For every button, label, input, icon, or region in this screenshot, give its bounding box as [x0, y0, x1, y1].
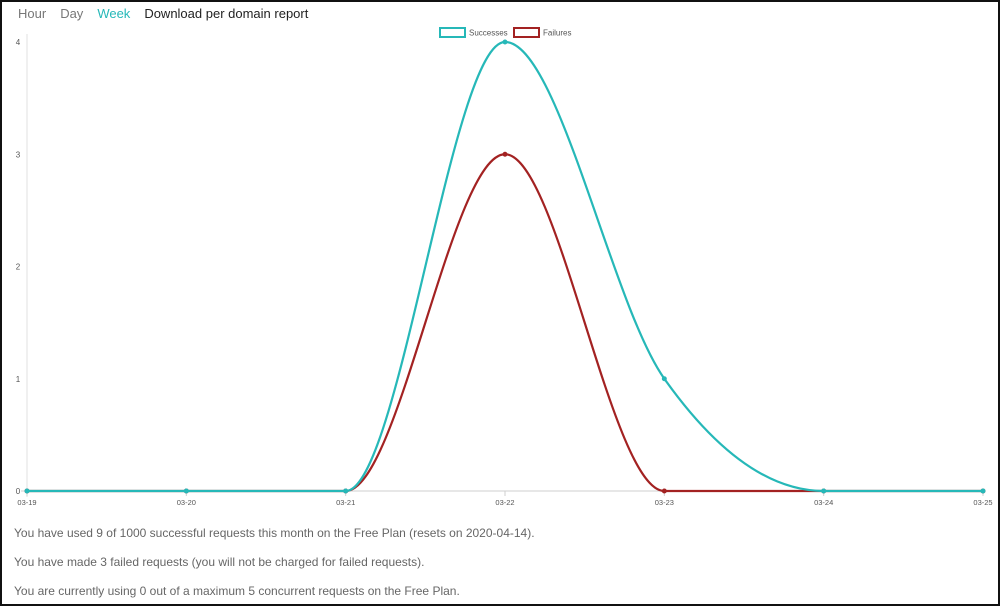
- x-tick-label: 03-23: [655, 498, 674, 507]
- x-tick-label: 03-24: [814, 498, 833, 507]
- x-tick-label: 03-25: [973, 498, 992, 507]
- successful-requests-info: You have used 9 of 1000 successful reque…: [14, 526, 535, 540]
- legend-label-successes: Successes: [469, 29, 508, 38]
- x-tick-label: 03-22: [495, 498, 514, 507]
- data-point-successes: [821, 488, 827, 494]
- y-tick-label: 2: [16, 263, 21, 272]
- data-point-failures: [502, 151, 508, 157]
- data-point-successes: [183, 488, 189, 494]
- series-line-failures: [27, 153, 983, 493]
- x-tick-label: 03-19: [17, 498, 36, 507]
- time-range-nav: Hour Day Week Download per domain report: [18, 6, 308, 21]
- concurrent-requests-info: You are currently using 0 out of a maxim…: [14, 584, 460, 598]
- download-report-link[interactable]: Download per domain report: [144, 6, 309, 21]
- tab-week[interactable]: Week: [97, 6, 131, 21]
- failed-requests-info: You have made 3 failed requests (you wil…: [14, 555, 425, 569]
- legend-swatch-failures: [513, 27, 540, 38]
- x-tick-label: 03-21: [336, 498, 355, 507]
- x-tick-label: 03-20: [177, 498, 196, 507]
- data-point-successes: [24, 488, 30, 494]
- y-tick-label: 3: [16, 150, 21, 159]
- y-tick-label: 1: [16, 375, 21, 384]
- series-line-successes: [27, 40, 983, 493]
- legend-label-failures: Failures: [543, 29, 571, 38]
- data-point-successes: [343, 488, 349, 494]
- data-point-failures: [661, 488, 667, 494]
- tab-hour[interactable]: Hour: [18, 6, 47, 21]
- requests-line-chart: 0 1 2 3 4 03-19 03-20 03-21 03-22 03-23 03-24 03-25…: [16, 27, 993, 507]
- tab-day[interactable]: Day: [60, 6, 84, 21]
- data-point-successes: [980, 488, 986, 494]
- legend-swatch-successes: [439, 27, 466, 38]
- y-tick-label: 4: [16, 38, 21, 47]
- data-point-successes: [661, 376, 667, 382]
- data-point-successes: [502, 39, 508, 45]
- y-tick-label: 0: [16, 487, 21, 496]
